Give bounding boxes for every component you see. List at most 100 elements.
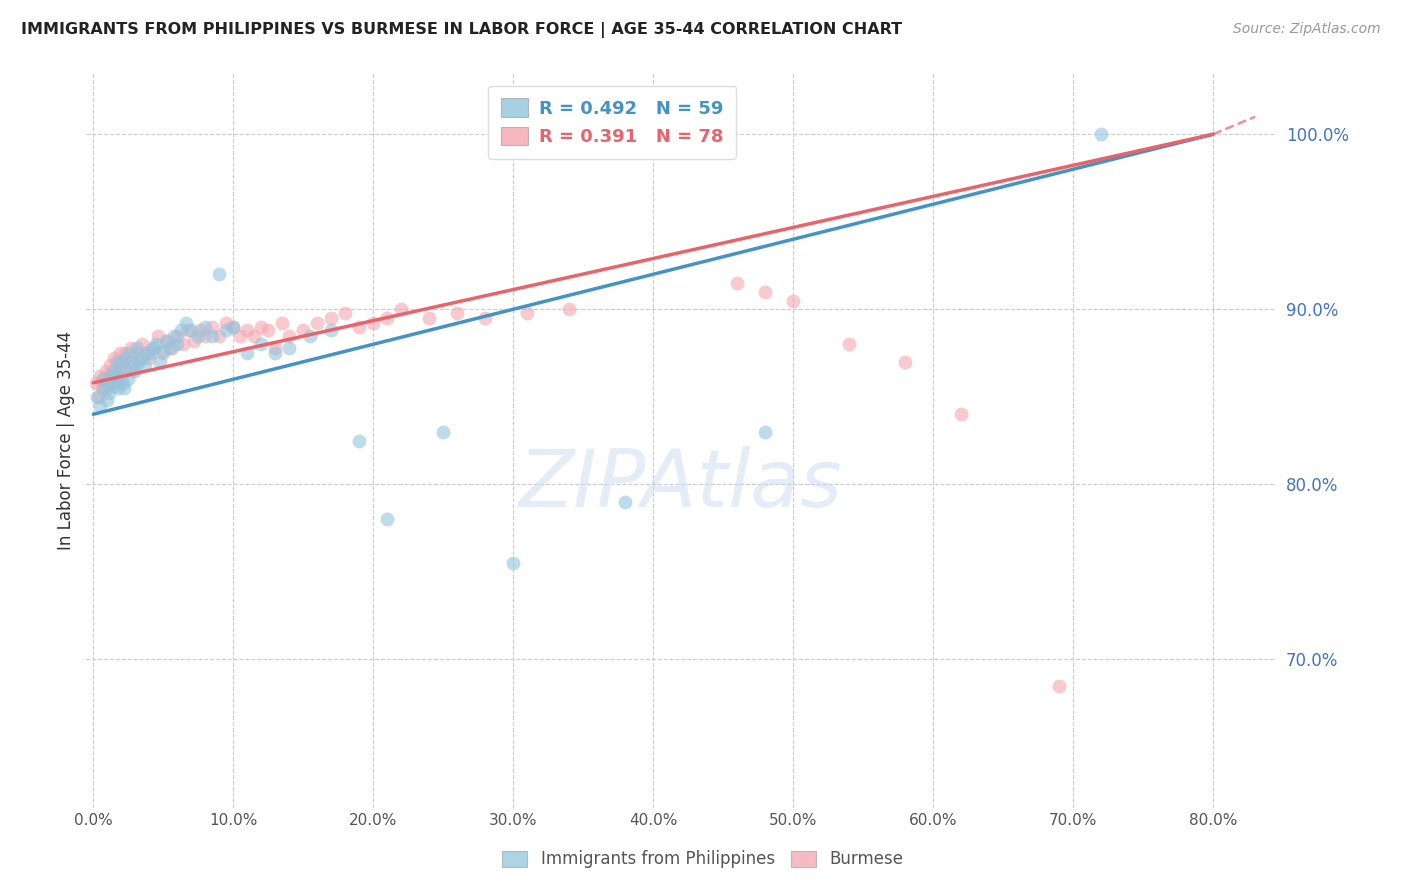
Point: [104, 372, 127, 386]
Point: [614, 495, 637, 509]
Point: [170, 323, 193, 337]
Point: [201, 328, 224, 343]
Point: [104, 368, 127, 383]
Point: [299, 328, 322, 343]
Point: [125, 346, 148, 360]
Point: [321, 323, 343, 337]
Point: [278, 328, 301, 343]
Legend: R = 0.492   N = 59, R = 0.391   N = 78: R = 0.492 N = 59, R = 0.391 N = 78: [488, 86, 735, 159]
Point: [128, 351, 150, 366]
Point: [84, 376, 107, 390]
Point: [307, 316, 329, 330]
Legend: Immigrants from Philippines, Burmese: Immigrants from Philippines, Burmese: [494, 842, 912, 877]
Point: [94, 363, 117, 377]
Point: [134, 358, 156, 372]
Point: [86, 390, 108, 404]
Point: [375, 512, 398, 526]
Point: [96, 381, 118, 395]
Point: [110, 363, 132, 377]
Point: [1090, 127, 1112, 141]
Point: [118, 346, 141, 360]
Point: [257, 323, 280, 337]
Point: [152, 344, 174, 359]
Text: IMMIGRANTS FROM PHILIPPINES VS BURMESE IN LABOR FORCE | AGE 35-44 CORRELATION CH: IMMIGRANTS FROM PHILIPPINES VS BURMESE I…: [21, 22, 903, 38]
Text: ZIPAtlas: ZIPAtlas: [519, 446, 844, 524]
Point: [121, 355, 143, 369]
Point: [201, 319, 224, 334]
Point: [117, 372, 139, 386]
Point: [754, 425, 776, 439]
Point: [136, 346, 159, 360]
Point: [160, 341, 183, 355]
Point: [950, 407, 973, 421]
Point: [103, 351, 125, 366]
Point: [174, 316, 197, 330]
Point: [163, 328, 186, 343]
Point: [208, 328, 231, 343]
Point: [98, 358, 121, 372]
Point: [105, 355, 128, 369]
Point: [643, 127, 665, 141]
Point: [146, 328, 169, 343]
Point: [250, 337, 273, 351]
Point: [108, 346, 131, 360]
Point: [122, 358, 145, 372]
Point: [139, 346, 162, 360]
Point: [361, 316, 384, 330]
Point: [93, 376, 115, 390]
Point: [107, 381, 129, 395]
Point: [1047, 679, 1070, 693]
Point: [114, 351, 136, 366]
Point: [100, 376, 122, 390]
Point: [125, 341, 148, 355]
Point: [89, 399, 111, 413]
Point: [177, 323, 200, 337]
Point: [194, 328, 217, 343]
Point: [124, 363, 146, 377]
Point: [838, 337, 860, 351]
Point: [114, 346, 136, 360]
Point: [558, 302, 581, 317]
Point: [166, 337, 188, 351]
Point: [87, 390, 110, 404]
Point: [349, 319, 371, 334]
Point: [101, 379, 124, 393]
Point: [187, 328, 209, 343]
Point: [222, 319, 245, 334]
Point: [264, 341, 287, 355]
Point: [145, 337, 167, 351]
Point: [208, 267, 231, 281]
Point: [215, 323, 238, 337]
Point: [188, 323, 211, 337]
Point: [117, 355, 139, 369]
Point: [180, 323, 202, 337]
Point: [432, 425, 454, 439]
Point: [156, 334, 179, 348]
Point: [131, 337, 153, 351]
Point: [101, 363, 124, 377]
Point: [142, 341, 165, 355]
Point: [335, 306, 357, 320]
Point: [271, 316, 294, 330]
Point: [100, 368, 122, 383]
Point: [389, 302, 412, 317]
Point: [89, 368, 111, 383]
Point: [725, 276, 748, 290]
Y-axis label: In Labor Force | Age 35-44: In Labor Force | Age 35-44: [58, 331, 75, 550]
Point: [159, 341, 181, 355]
Point: [128, 355, 150, 369]
Point: [110, 368, 132, 383]
Point: [134, 346, 156, 360]
Point: [152, 346, 174, 360]
Point: [183, 334, 205, 348]
Point: [215, 316, 238, 330]
Point: [600, 127, 623, 141]
Point: [516, 306, 538, 320]
Point: [222, 319, 245, 334]
Point: [91, 372, 114, 386]
Point: [669, 127, 692, 141]
Point: [264, 346, 287, 360]
Point: [243, 328, 266, 343]
Point: [194, 319, 217, 334]
Point: [250, 319, 273, 334]
